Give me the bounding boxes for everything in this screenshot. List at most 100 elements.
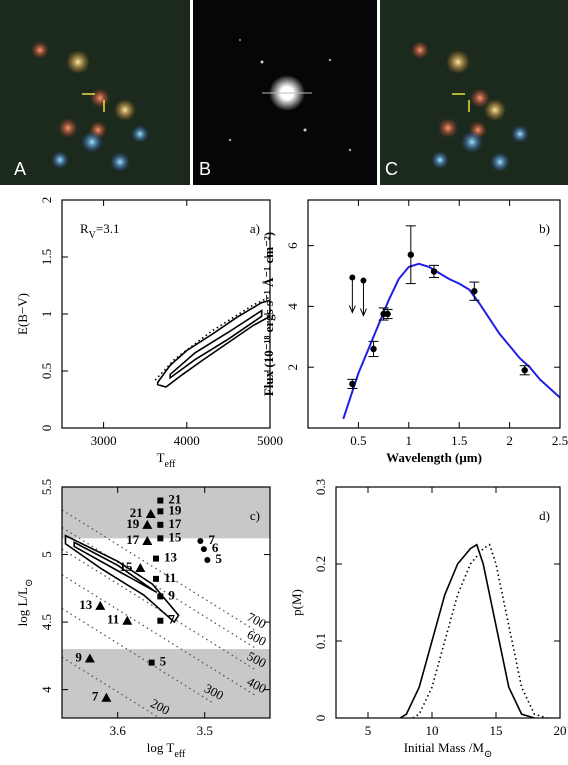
x-tick-label: 3.5 [197,723,213,738]
series-line [399,543,535,718]
y-axis-label-part: E(B−V) [15,293,30,335]
x-tick-label: 3000 [91,433,117,448]
track-label: 13 [164,550,178,565]
x-tick-label: 15 [490,723,503,738]
x-tick-label: 2.5 [552,433,568,448]
track-label: 7 [92,689,99,704]
image-label: C [385,159,398,179]
y-tick-label: 5.5 [39,479,54,495]
y-tick-label: 0 [313,715,328,722]
y-tick-label: 0.1 [313,633,328,649]
plot-frame [307,199,561,429]
data-point [370,345,377,353]
contour [73,541,158,594]
track-square [152,575,159,582]
track-triangle [84,653,95,663]
plot-area [62,487,270,718]
iso-radius-line [62,526,258,650]
track-label: 21 [168,491,181,506]
x-tick-label: 5 [365,723,372,738]
x-axis-label-part: ⊙ [484,749,492,760]
track-triangle [145,509,156,519]
y-tick-label: 5 [39,551,54,558]
track-label: 17 [126,532,140,547]
y-tick-label: 4 [285,303,300,310]
track-triangle [142,519,153,529]
image-c [380,0,568,185]
track-label: 5 [215,551,222,566]
x-tick-label: 3.6 [110,723,127,738]
y-axis-label: log L/L⊙ [15,579,35,627]
x-tick-label: 4000 [174,433,200,448]
iso-radius-label: 700 [245,609,269,631]
panel-label: c) [250,508,260,523]
track-square [157,535,164,542]
x-tick-label: 1 [406,433,413,448]
track-label: 7 [208,532,215,547]
iso-radius-line [62,548,258,672]
y-tick-label: 2 [285,364,300,371]
iso-radius-label: 600 [245,627,269,649]
x-tick-label: 5000 [257,433,283,448]
annotation-part: R [80,221,89,236]
data-point [384,310,391,318]
y-tick-label: 0.5 [39,363,54,379]
track-label: 5 [160,654,167,669]
y-axis-label-part: Flux (10⁻¹⁸ ergs s⁻¹ Å⁻¹ cm⁻²) [261,232,276,396]
track-label: 11 [164,570,176,585]
track-square [157,617,164,624]
contour [154,296,270,381]
contour [169,309,263,380]
track-triangle [101,692,112,702]
plot-frame [61,199,271,429]
panel-label: a) [250,221,260,236]
annotation-part: V [89,230,97,241]
plot-frame [335,486,561,719]
y-tick-label: 2 [39,197,54,204]
x-tick-label: 20 [554,723,567,738]
track-label: 19 [126,516,140,531]
y-tick-label: 0.3 [313,479,328,495]
x-tick-label: 1.5 [451,433,467,448]
track-label: 9 [75,650,82,665]
x-axis-label-part: T [157,450,165,465]
track-label: 21 [130,505,143,520]
x-axis-label-part: Initial Mass /M [404,740,485,755]
track-square [157,497,164,504]
contour [64,534,180,624]
panel: 3000 4000 5000 0 0.5 1 1.5 2 a) RV=3.1 Teff E(B−V) [15,197,283,470]
plot-area [154,296,270,388]
iso-radius-line [62,656,160,718]
annotation-part: =3.1 [96,221,120,236]
y-tick-label: 1 [39,311,54,318]
shaded-region [62,649,270,718]
track-square [157,521,164,528]
data-point [349,380,356,388]
iso-radius-line [62,574,258,697]
y-axis-label: p(M) [289,589,304,616]
y-tick-label: 0 [39,425,54,432]
track-square [148,659,155,666]
data-point [407,251,415,258]
annotation: RV=3.1 [80,221,120,241]
track-label: 19 [168,502,182,517]
track-label: 15 [119,559,133,574]
y-axis-label: E(B−V) [15,293,30,335]
x-axis-label: Initial Mass /M⊙ [404,740,493,760]
x-tick-label: 10 [426,723,439,738]
track-triangle [135,563,146,573]
image-b [193,0,377,185]
iso-radius-line [62,509,258,633]
plot-area [342,262,560,420]
track-square [152,555,159,562]
track-square [157,593,164,600]
y-axis-label: Flux (10⁻¹⁸ ergs s⁻¹ Å⁻¹ cm⁻²) [261,232,276,396]
image-label: B [199,159,211,179]
x-axis-label: log Teff [147,740,186,760]
panel: 3.6 3.544.555.570060050040030020021191715… [15,479,271,760]
track-label: 11 [107,612,119,627]
y-tick-label: 0.2 [313,556,328,572]
track-square [157,508,164,515]
x-axis-label-part: Wavelength (μm) [386,450,482,465]
x-tick-label: 2 [506,433,513,448]
